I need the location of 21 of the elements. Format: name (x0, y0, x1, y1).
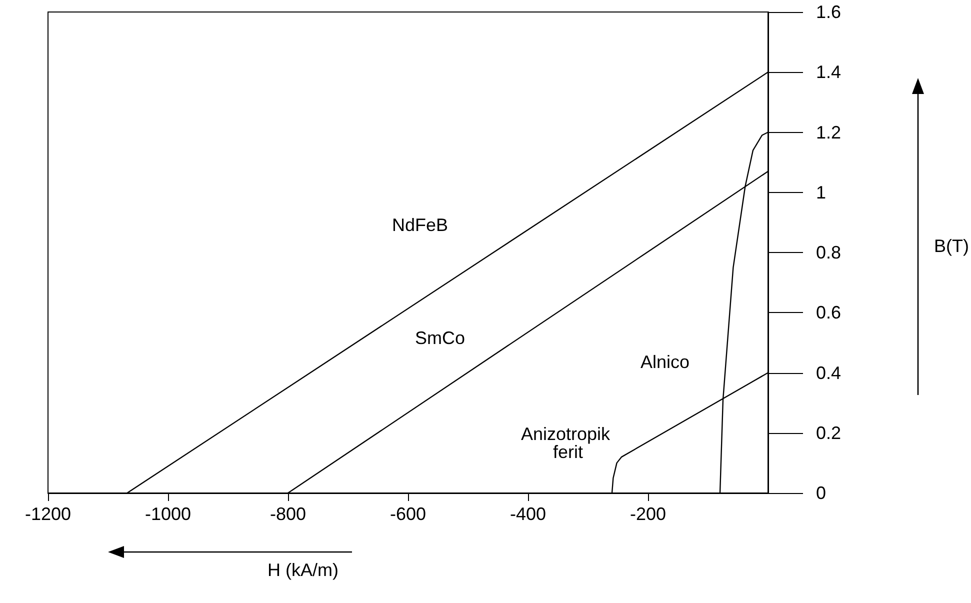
series-label: Alnico (640, 352, 690, 372)
y-tick-label: 1.4 (816, 62, 842, 82)
y-tick-label: 0.6 (816, 302, 842, 323)
y-tick-label: 1 (816, 182, 826, 202)
x-tick-label: -800 (270, 504, 306, 524)
y-tick-label: 1.6 (816, 2, 842, 22)
y-tick-label: 0.2 (816, 422, 842, 443)
x-tick-label: -200 (630, 504, 666, 524)
y-tick-label: 0.8 (816, 242, 842, 262)
x-tick-label: -400 (510, 504, 546, 524)
x-tick-label: -1200 (24, 504, 72, 524)
series-label: Anizotropik ferit (520, 424, 616, 462)
y-tick-label: 0 (816, 483, 826, 503)
text: NdFeB (392, 215, 448, 235)
y-tick-label: 0.4 (816, 362, 842, 383)
text: B(T) (934, 236, 969, 256)
series-label: SmCo (414, 328, 466, 348)
x-tick-label: -1000 (144, 504, 192, 524)
x-axis-title: H (kA/m) (268, 560, 338, 580)
y-tick-label: 1.2 (816, 122, 842, 142)
x-tick-label: -600 (390, 504, 426, 524)
